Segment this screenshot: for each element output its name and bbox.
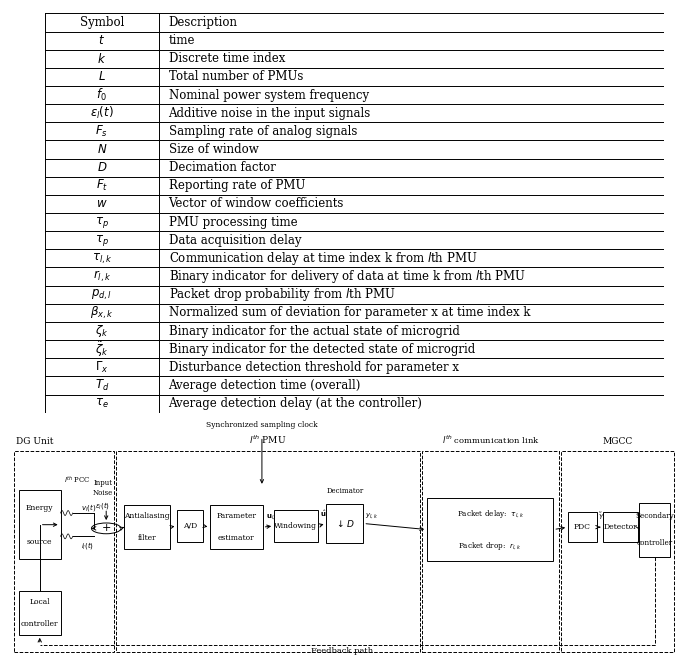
Text: Packet drop:  $r_{l,k}$: Packet drop: $r_{l,k}$ <box>458 539 522 552</box>
Text: $\tilde{\zeta}_k$: $\tilde{\zeta}_k$ <box>95 340 109 359</box>
Text: $\zeta_k$: $\zeta_k$ <box>95 323 109 339</box>
Bar <box>561 451 674 652</box>
Text: $k$: $k$ <box>97 52 106 66</box>
Bar <box>177 510 203 542</box>
Text: $\tau_{l,k}$: $\tau_{l,k}$ <box>92 251 112 266</box>
Text: $l^{th}$ communication link: $l^{th}$ communication link <box>442 433 539 446</box>
Text: Noise: Noise <box>92 488 113 497</box>
Text: Input: Input <box>93 479 112 487</box>
Text: $l^{th}$ PCC: $l^{th}$ PCC <box>64 474 90 485</box>
Text: $\tilde{\zeta}_k$: $\tilde{\zeta}_k$ <box>639 511 648 523</box>
Text: $F_t$: $F_t$ <box>96 178 108 193</box>
Text: PMU processing time: PMU processing time <box>169 215 297 229</box>
Bar <box>116 451 420 652</box>
Text: $\hat{\mathbf{u}}_{l,l}$: $\hat{\mathbf{u}}_{l,l}$ <box>320 508 332 519</box>
Text: Binary indicator for delivery of data at time k from $l$th PMU: Binary indicator for delivery of data at… <box>169 268 525 285</box>
Text: Average detection time (overall): Average detection time (overall) <box>169 379 361 392</box>
Text: Nominal power system frequency: Nominal power system frequency <box>169 89 369 101</box>
Text: $D$: $D$ <box>97 161 107 174</box>
Text: $\beta_{x,k}$: $\beta_{x,k}$ <box>90 305 114 321</box>
Text: Binary indicator for the actual state of microgrid: Binary indicator for the actual state of… <box>169 325 460 338</box>
Text: source: source <box>27 538 53 546</box>
Text: $\mathbf{u}_{l,l}$: $\mathbf{u}_{l,l}$ <box>266 512 278 521</box>
Text: Disturbance detection threshold for parameter x: Disturbance detection threshold for para… <box>169 361 458 374</box>
Text: +: + <box>101 523 111 533</box>
Bar <box>19 591 60 635</box>
Text: Packet delay:  $\tau_{l,k}$: Packet delay: $\tau_{l,k}$ <box>456 508 524 519</box>
Text: $r_{l,k}$: $r_{l,k}$ <box>92 269 111 285</box>
Bar <box>422 451 560 652</box>
Text: Vector of window coefficients: Vector of window coefficients <box>169 197 344 211</box>
Bar <box>427 498 553 562</box>
Text: $\tau_p$: $\tau_p$ <box>95 233 109 248</box>
Text: $y_{l,k}$: $y_{l,k}$ <box>365 511 379 519</box>
Text: $\tau_p$: $\tau_p$ <box>95 215 109 229</box>
Text: $l^{th}$ PMU: $l^{th}$ PMU <box>249 433 286 446</box>
Bar <box>124 505 170 549</box>
Text: Binary indicator for the detected state of microgrid: Binary indicator for the detected state … <box>169 343 475 356</box>
Text: DG Unit: DG Unit <box>16 437 53 446</box>
Text: $N$: $N$ <box>97 143 107 156</box>
Bar <box>639 503 670 556</box>
Text: estimator: estimator <box>218 534 255 542</box>
Text: $w$: $w$ <box>96 197 108 211</box>
Text: Data acquisition delay: Data acquisition delay <box>169 234 301 247</box>
Text: MGCC: MGCC <box>603 437 633 446</box>
Text: A/D: A/D <box>183 522 197 530</box>
Text: Packet drop probability from $l$th PMU: Packet drop probability from $l$th PMU <box>169 287 395 303</box>
Text: $F_s$: $F_s$ <box>95 124 108 139</box>
Text: Windowing: Windowing <box>275 522 317 530</box>
Text: $\downarrow D$: $\downarrow D$ <box>335 518 355 529</box>
Text: Size of window: Size of window <box>169 143 258 156</box>
Text: $\Gamma_x$: $\Gamma_x$ <box>95 360 109 375</box>
Text: Reporting rate of PMU: Reporting rate of PMU <box>169 179 305 193</box>
Text: $\tau_e$: $\tau_e$ <box>95 397 109 410</box>
Text: Average detection delay (at the controller): Average detection delay (at the controll… <box>169 397 423 410</box>
Text: $i_l(t)$: $i_l(t)$ <box>81 540 94 551</box>
Text: controller: controller <box>636 539 673 547</box>
Text: Local: Local <box>29 598 50 606</box>
Text: $f_0$: $f_0$ <box>97 87 108 103</box>
Text: Antialiasing: Antialiasing <box>125 512 170 520</box>
Bar <box>14 451 114 652</box>
Text: Normalized sum of deviation for parameter x at time index k: Normalized sum of deviation for paramete… <box>169 307 530 319</box>
Text: Communication delay at time index k from $l$th PMU: Communication delay at time index k from… <box>169 250 477 267</box>
Text: Energy: Energy <box>26 503 53 511</box>
Text: Feedback path: Feedback path <box>312 648 373 656</box>
Bar <box>274 510 318 542</box>
Text: Additive noise in the input signals: Additive noise in the input signals <box>169 107 371 119</box>
Text: Description: Description <box>169 16 238 29</box>
Bar <box>603 513 638 542</box>
Text: $\tilde{Y}_k$: $\tilde{Y}_k$ <box>598 511 608 523</box>
Text: Detector: Detector <box>603 523 637 531</box>
Bar <box>19 491 60 559</box>
Text: filter: filter <box>138 534 156 542</box>
Text: Sampling rate of analog signals: Sampling rate of analog signals <box>169 125 357 138</box>
Text: $p_{d,l}$: $p_{d,l}$ <box>91 288 112 302</box>
Text: $v_l(t)$: $v_l(t)$ <box>81 502 96 513</box>
Bar <box>210 505 262 549</box>
Text: Discrete time index: Discrete time index <box>169 52 285 65</box>
Text: Parameter: Parameter <box>216 512 256 520</box>
Text: $\varepsilon_l(t)$: $\varepsilon_l(t)$ <box>90 105 114 121</box>
Bar <box>326 504 363 543</box>
Text: PDC: PDC <box>574 523 591 531</box>
Text: $T_d$: $T_d$ <box>95 378 109 393</box>
Text: Decimator: Decimator <box>326 487 364 495</box>
Text: $t$: $t$ <box>99 34 105 47</box>
Text: Synchronized sampling clock: Synchronized sampling clock <box>206 421 318 429</box>
Text: time: time <box>169 34 195 47</box>
Text: Total number of PMUs: Total number of PMUs <box>169 70 303 83</box>
Text: Symbol: Symbol <box>79 16 124 29</box>
Text: Decimation factor: Decimation factor <box>169 161 275 174</box>
Text: $L$: $L$ <box>98 70 105 83</box>
Bar <box>568 513 597 542</box>
Text: controller: controller <box>21 620 58 628</box>
Text: $\varepsilon_l(t)$: $\varepsilon_l(t)$ <box>95 499 110 511</box>
Text: Secondary: Secondary <box>635 512 674 520</box>
